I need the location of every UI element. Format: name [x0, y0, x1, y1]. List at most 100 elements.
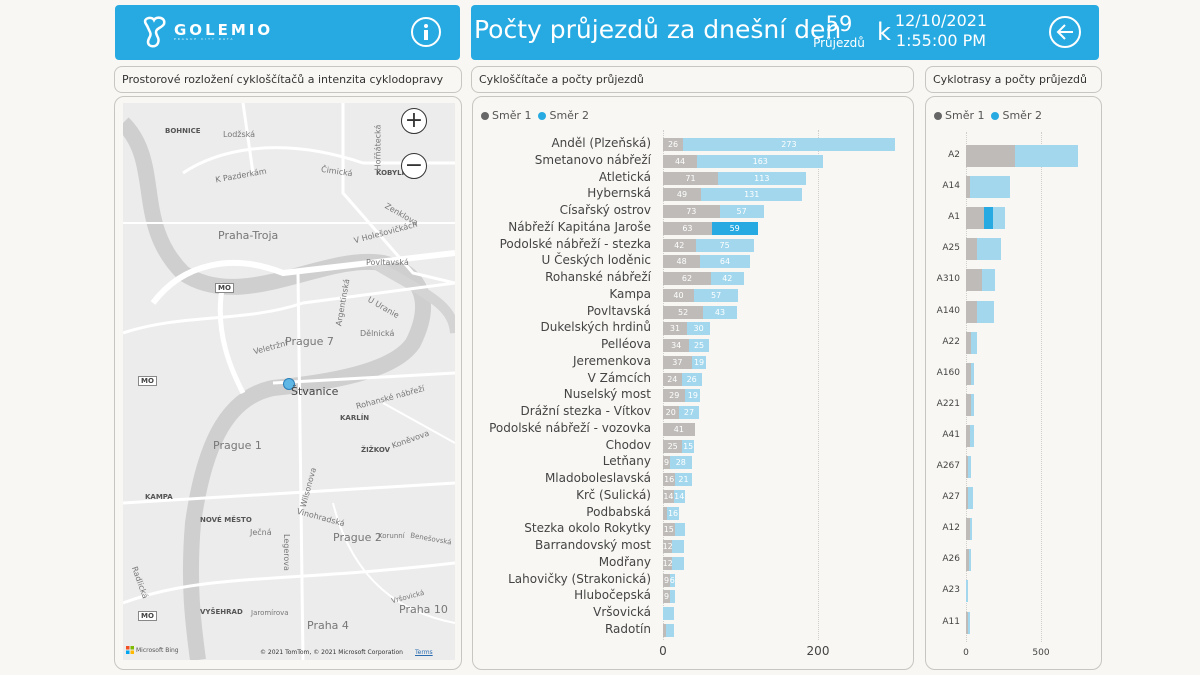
- counter-bar-row[interactable]: Hybernská 49 131: [587, 186, 803, 202]
- counter-bar-row[interactable]: Chodov 25 15: [606, 438, 694, 453]
- map-zoom-out-button[interactable]: −: [401, 153, 427, 179]
- counter-bar-row[interactable]: Císařský ostrov 73 57: [560, 203, 764, 218]
- bar-segment-smer2[interactable]: 25: [689, 339, 709, 352]
- counter-bar-row[interactable]: Kampa 40 57: [609, 287, 739, 302]
- bar-segment-smer2[interactable]: 14: [673, 489, 685, 503]
- counter-marker-stvanice[interactable]: [283, 378, 295, 390]
- bar-segment-smer2[interactable]: 57: [694, 288, 739, 302]
- bar-segment-smer2[interactable]: [969, 176, 1011, 199]
- bar-segment-smer1[interactable]: [966, 238, 977, 261]
- bar-segment-smer1[interactable]: [966, 518, 970, 541]
- bar-segment-smer1[interactable]: 9: [663, 573, 670, 587]
- bar-segment-smer2[interactable]: [971, 331, 977, 354]
- counter-bar-row[interactable]: Radotín: [605, 622, 674, 637]
- bar-segment-smer2[interactable]: [971, 393, 975, 416]
- counter-bar-row[interactable]: U Českých loděnic 48 64: [542, 253, 750, 269]
- bar-segment-smer2[interactable]: [672, 540, 684, 553]
- bar-segment-smer2[interactable]: [969, 549, 971, 572]
- counter-bar-row[interactable]: Rohanské nábřeží 62 42: [545, 270, 744, 285]
- map-zoom-in-button[interactable]: +: [401, 108, 427, 134]
- bar-segment-smer1[interactable]: 42: [663, 238, 696, 252]
- legend-label-smer2[interactable]: Směr 2: [549, 109, 589, 122]
- bar-segment-smer1[interactable]: 29: [663, 389, 686, 403]
- bar-segment-smer1[interactable]: [966, 456, 969, 478]
- bar-segment-smer1[interactable]: [966, 424, 970, 447]
- bar-segment-smer1[interactable]: 16: [663, 473, 676, 486]
- bar-segment-smer1[interactable]: [966, 362, 971, 385]
- bar-segment-smer2[interactable]: 42: [711, 272, 744, 285]
- counter-bar-row[interactable]: Jeremenkova 37 19: [573, 354, 707, 369]
- bar-segment-smer1[interactable]: 9: [663, 590, 670, 604]
- route-bar-row[interactable]: A14: [942, 176, 1011, 199]
- counter-bar-row[interactable]: Nuselský most 29 19: [564, 387, 701, 403]
- bar-segment-smer2[interactable]: 16: [666, 506, 680, 520]
- map[interactable]: BOHNICE Lodžská Hořňátecká Čimická KOBYL…: [123, 103, 455, 660]
- bar-segment-smer2[interactable]: [968, 611, 970, 634]
- counter-bar-row[interactable]: Stezka okolo Rokytky 15: [524, 521, 686, 537]
- bar-segment-smer2[interactable]: [666, 623, 674, 637]
- bar-segment-smer1[interactable]: [663, 623, 666, 637]
- counter-bar-row[interactable]: Pelléova 34 25: [601, 337, 709, 352]
- counter-bar-row[interactable]: Smetanovo nábřeží 44 163: [535, 153, 824, 168]
- bar-segment-smer2[interactable]: [968, 487, 973, 510]
- bar-segment-smer1[interactable]: 26: [663, 138, 684, 151]
- bar-segment-smer1[interactable]: 52: [663, 305, 704, 319]
- bar-segment-smer2[interactable]: 57: [719, 205, 764, 218]
- bar-segment-smer2[interactable]: 15: [682, 439, 694, 453]
- bar-segment-smer2[interactable]: [970, 362, 975, 385]
- counter-bar-row[interactable]: Hlubočepská 9: [574, 588, 675, 604]
- map-terms-link[interactable]: Terms: [415, 649, 433, 656]
- counter-bar-row[interactable]: Anděl (Plzeňská) 26 273: [551, 136, 895, 151]
- bar-segment-smer2[interactable]: [669, 590, 675, 604]
- bar-segment-smer2[interactable]: [1014, 145, 1078, 167]
- counter-bar-row[interactable]: Nábřeží Kapitána Jaroše 63 59: [508, 220, 758, 235]
- back-button[interactable]: [1049, 16, 1081, 48]
- bar-segment-smer2[interactable]: [663, 607, 674, 620]
- route-bar-row[interactable]: A1: [948, 207, 1005, 230]
- bar-segment-smer1[interactable]: [966, 269, 982, 292]
- bar-segment-smer2[interactable]: 113: [718, 171, 806, 185]
- counter-bar-row[interactable]: Povltavská 52 43: [587, 304, 737, 319]
- bar-segment-smer1[interactable]: [966, 611, 968, 634]
- counter-bar-row[interactable]: Podolské nábřeží - stezka 42 75: [500, 237, 754, 252]
- bar-segment-smer1[interactable]: 12: [663, 540, 673, 553]
- counter-bar-row[interactable]: Letňany 9 28: [603, 454, 692, 470]
- bar-segment-smer2[interactable]: [966, 580, 968, 603]
- bar-segment-smer1[interactable]: 12: [663, 556, 673, 570]
- bar-segment-smer1[interactable]: 49: [663, 188, 701, 202]
- bar-segment-smer1[interactable]: [966, 145, 1015, 167]
- bar-segment-smer1[interactable]: 41: [663, 422, 695, 436]
- bar-segment-smer2[interactable]: [674, 523, 686, 537]
- counter-bar-row[interactable]: Barrandovský most 12: [535, 538, 684, 553]
- bar-segment-smer1[interactable]: [966, 176, 970, 199]
- legend-label-smer1[interactable]: Směr 1: [492, 109, 532, 122]
- bar-segment-smer1[interactable]: 37: [663, 355, 692, 369]
- bar-segment-smer1[interactable]: 9: [663, 456, 670, 470]
- counter-bar-row[interactable]: Vršovická: [593, 605, 674, 620]
- route-bar-row[interactable]: A12: [942, 518, 972, 541]
- bar-segment-smer1[interactable]: 44: [663, 154, 698, 168]
- bar-segment-smer2[interactable]: 163: [697, 154, 824, 168]
- bar-segment-smer2[interactable]: 64: [700, 255, 750, 269]
- bar-segment-smer2[interactable]: 28: [669, 456, 692, 470]
- bar-segment-smer2[interactable]: 6: [669, 573, 675, 587]
- bar-segment-smer1[interactable]: 25: [663, 439, 683, 453]
- bar-segment-smer1[interactable]: 62: [663, 272, 712, 285]
- bar-segment-smer1[interactable]: 31: [663, 322, 688, 336]
- counter-bar-row[interactable]: Drážní stezka - Vítkov 20 27: [521, 404, 700, 419]
- bar-segment-smer2[interactable]: 21: [675, 473, 692, 486]
- counter-bar-row[interactable]: Podolské nábřeží - vozovka 41: [489, 421, 695, 436]
- bar-segment-smer1[interactable]: [966, 300, 977, 323]
- bar-segment-smer2[interactable]: [976, 238, 1001, 261]
- counter-bar-row[interactable]: Lahovičky (Strakonická) 9 6: [508, 572, 675, 587]
- bar-segment-smer1[interactable]: 15: [663, 523, 675, 537]
- bar-segment-smer2[interactable]: [984, 207, 1005, 230]
- counter-bar-row[interactable]: Krč (Sulická) 14 14: [576, 488, 685, 503]
- bar-segment-smer1[interactable]: [966, 207, 984, 230]
- route-bar-row[interactable]: A22: [942, 331, 977, 354]
- bar-segment-smer1[interactable]: [966, 393, 972, 416]
- bar-segment-smer1[interactable]: 34: [663, 339, 690, 352]
- route-bar-row[interactable]: A140: [937, 300, 994, 323]
- bar-segment-smer1[interactable]: 73: [663, 205, 720, 218]
- counter-bar-row[interactable]: Dukelských hrdinů 31 30: [541, 320, 711, 336]
